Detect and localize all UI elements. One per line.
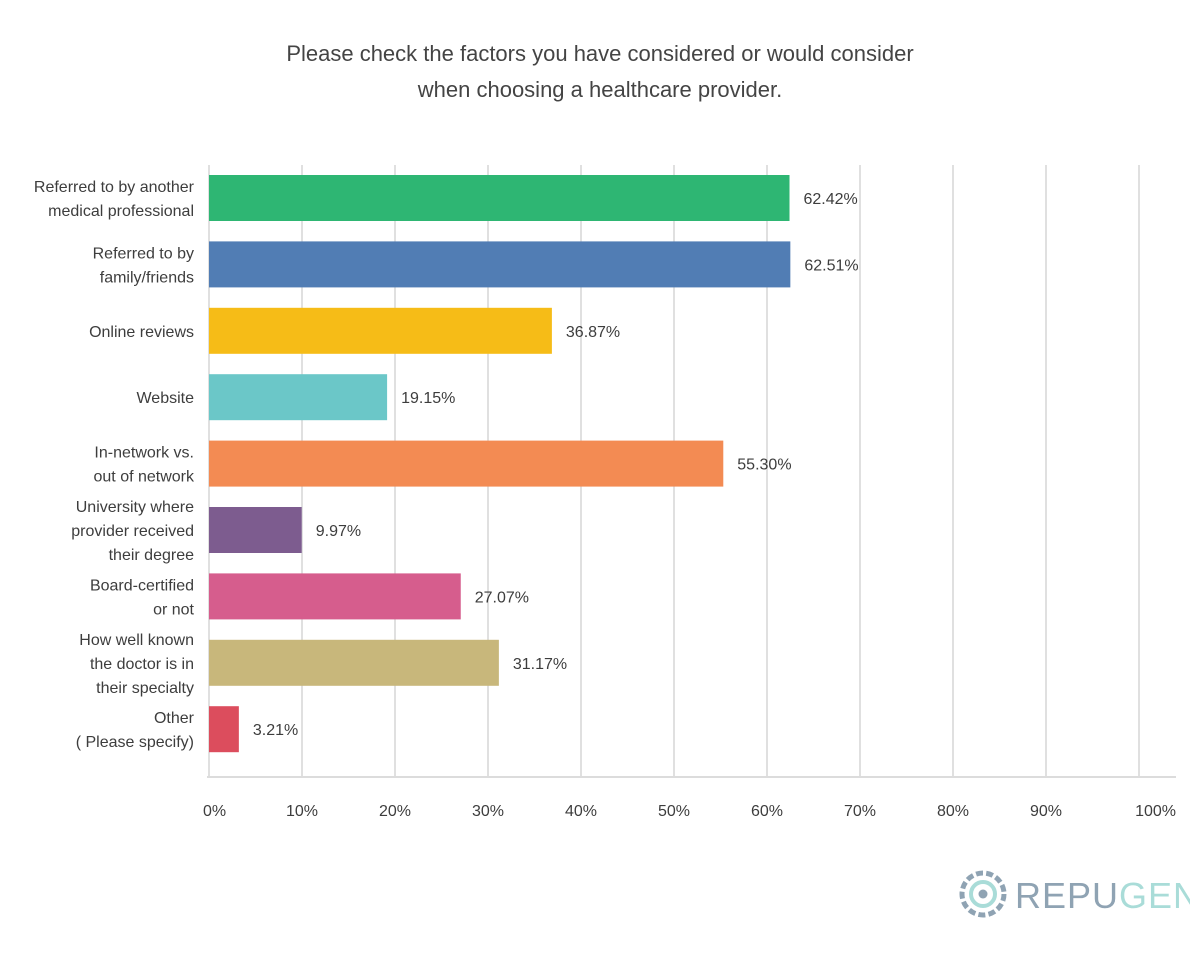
repugen-logo: REPUGEN (959, 870, 1190, 918)
category-label-6: Board-certified or not (90, 577, 195, 618)
category-label-4: In-network vs. out of network (94, 445, 196, 486)
value-label-8: 3.21% (253, 722, 298, 739)
value-label-5: 9.97% (316, 523, 361, 540)
value-label-3: 19.15% (401, 390, 455, 407)
x-tick-label-40: 40% (565, 803, 597, 820)
bars (209, 175, 791, 753)
bar-5 (209, 507, 302, 553)
bar-2 (209, 307, 552, 354)
category-label-3: Website (136, 390, 194, 407)
bar-7 (209, 639, 499, 686)
category-labels: Referred to by another medical profession… (34, 179, 195, 751)
category-label-8: Other( Please specify) (76, 710, 195, 751)
svg-text:REPUGEN: REPUGEN (1015, 875, 1190, 916)
logo-text-gen: GEN (1119, 875, 1190, 916)
bar-0 (209, 175, 790, 221)
x-tick-label-0: 0% (203, 803, 226, 820)
x-tick-label-90: 90% (1030, 803, 1062, 820)
value-label-7: 31.17% (513, 656, 567, 673)
category-label-1: Referred to by family/friends (93, 245, 194, 286)
bar-8 (209, 706, 239, 753)
x-tick-label-50: 50% (658, 803, 690, 820)
bar-1 (209, 241, 791, 288)
logo-text-repu: REPU (1015, 875, 1119, 916)
category-label-7: How well known the doctor is in their spec… (79, 632, 194, 697)
bar-4 (209, 440, 724, 487)
value-label-6: 27.07% (475, 589, 529, 606)
value-label-1: 62.51% (804, 257, 858, 274)
chart-title-line-1: Please check the factors you have consid… (286, 41, 914, 66)
category-label-0: Referred to by another medical profession… (34, 179, 195, 220)
value-label-4: 55.30% (737, 457, 791, 474)
logo-mark-icon (959, 870, 1007, 918)
x-tick-label-80: 80% (937, 803, 969, 820)
x-tick-label-100: 100% (1135, 803, 1176, 820)
category-label-5: University where provider received their d… (71, 499, 194, 564)
x-tick-label-20: 20% (379, 803, 411, 820)
x-tick-label-10: 10% (286, 803, 318, 820)
value-label-2: 36.87% (566, 324, 620, 341)
category-label-2: Online reviews (89, 324, 194, 341)
x-tick-label-30: 30% (472, 803, 504, 820)
x-tick-label-60: 60% (751, 803, 783, 820)
chart-title: Please check the factors you have consid… (0, 36, 1200, 108)
bar-3 (209, 374, 388, 421)
x-tick-label-70: 70% (844, 803, 876, 820)
value-labels: 62.42% 62.51% 36.87% 19.15% 55.30% 9.97% 27.07… (253, 191, 859, 739)
chart-title-line-2: when choosing a healthcare provider. (417, 77, 783, 102)
x-axis-ticks: 0% 10% 20% 30% 40% 50% 60% 70% 80% 90% 100% (203, 803, 1176, 820)
bar-6 (209, 573, 461, 620)
value-label-0: 62.42% (804, 191, 858, 208)
